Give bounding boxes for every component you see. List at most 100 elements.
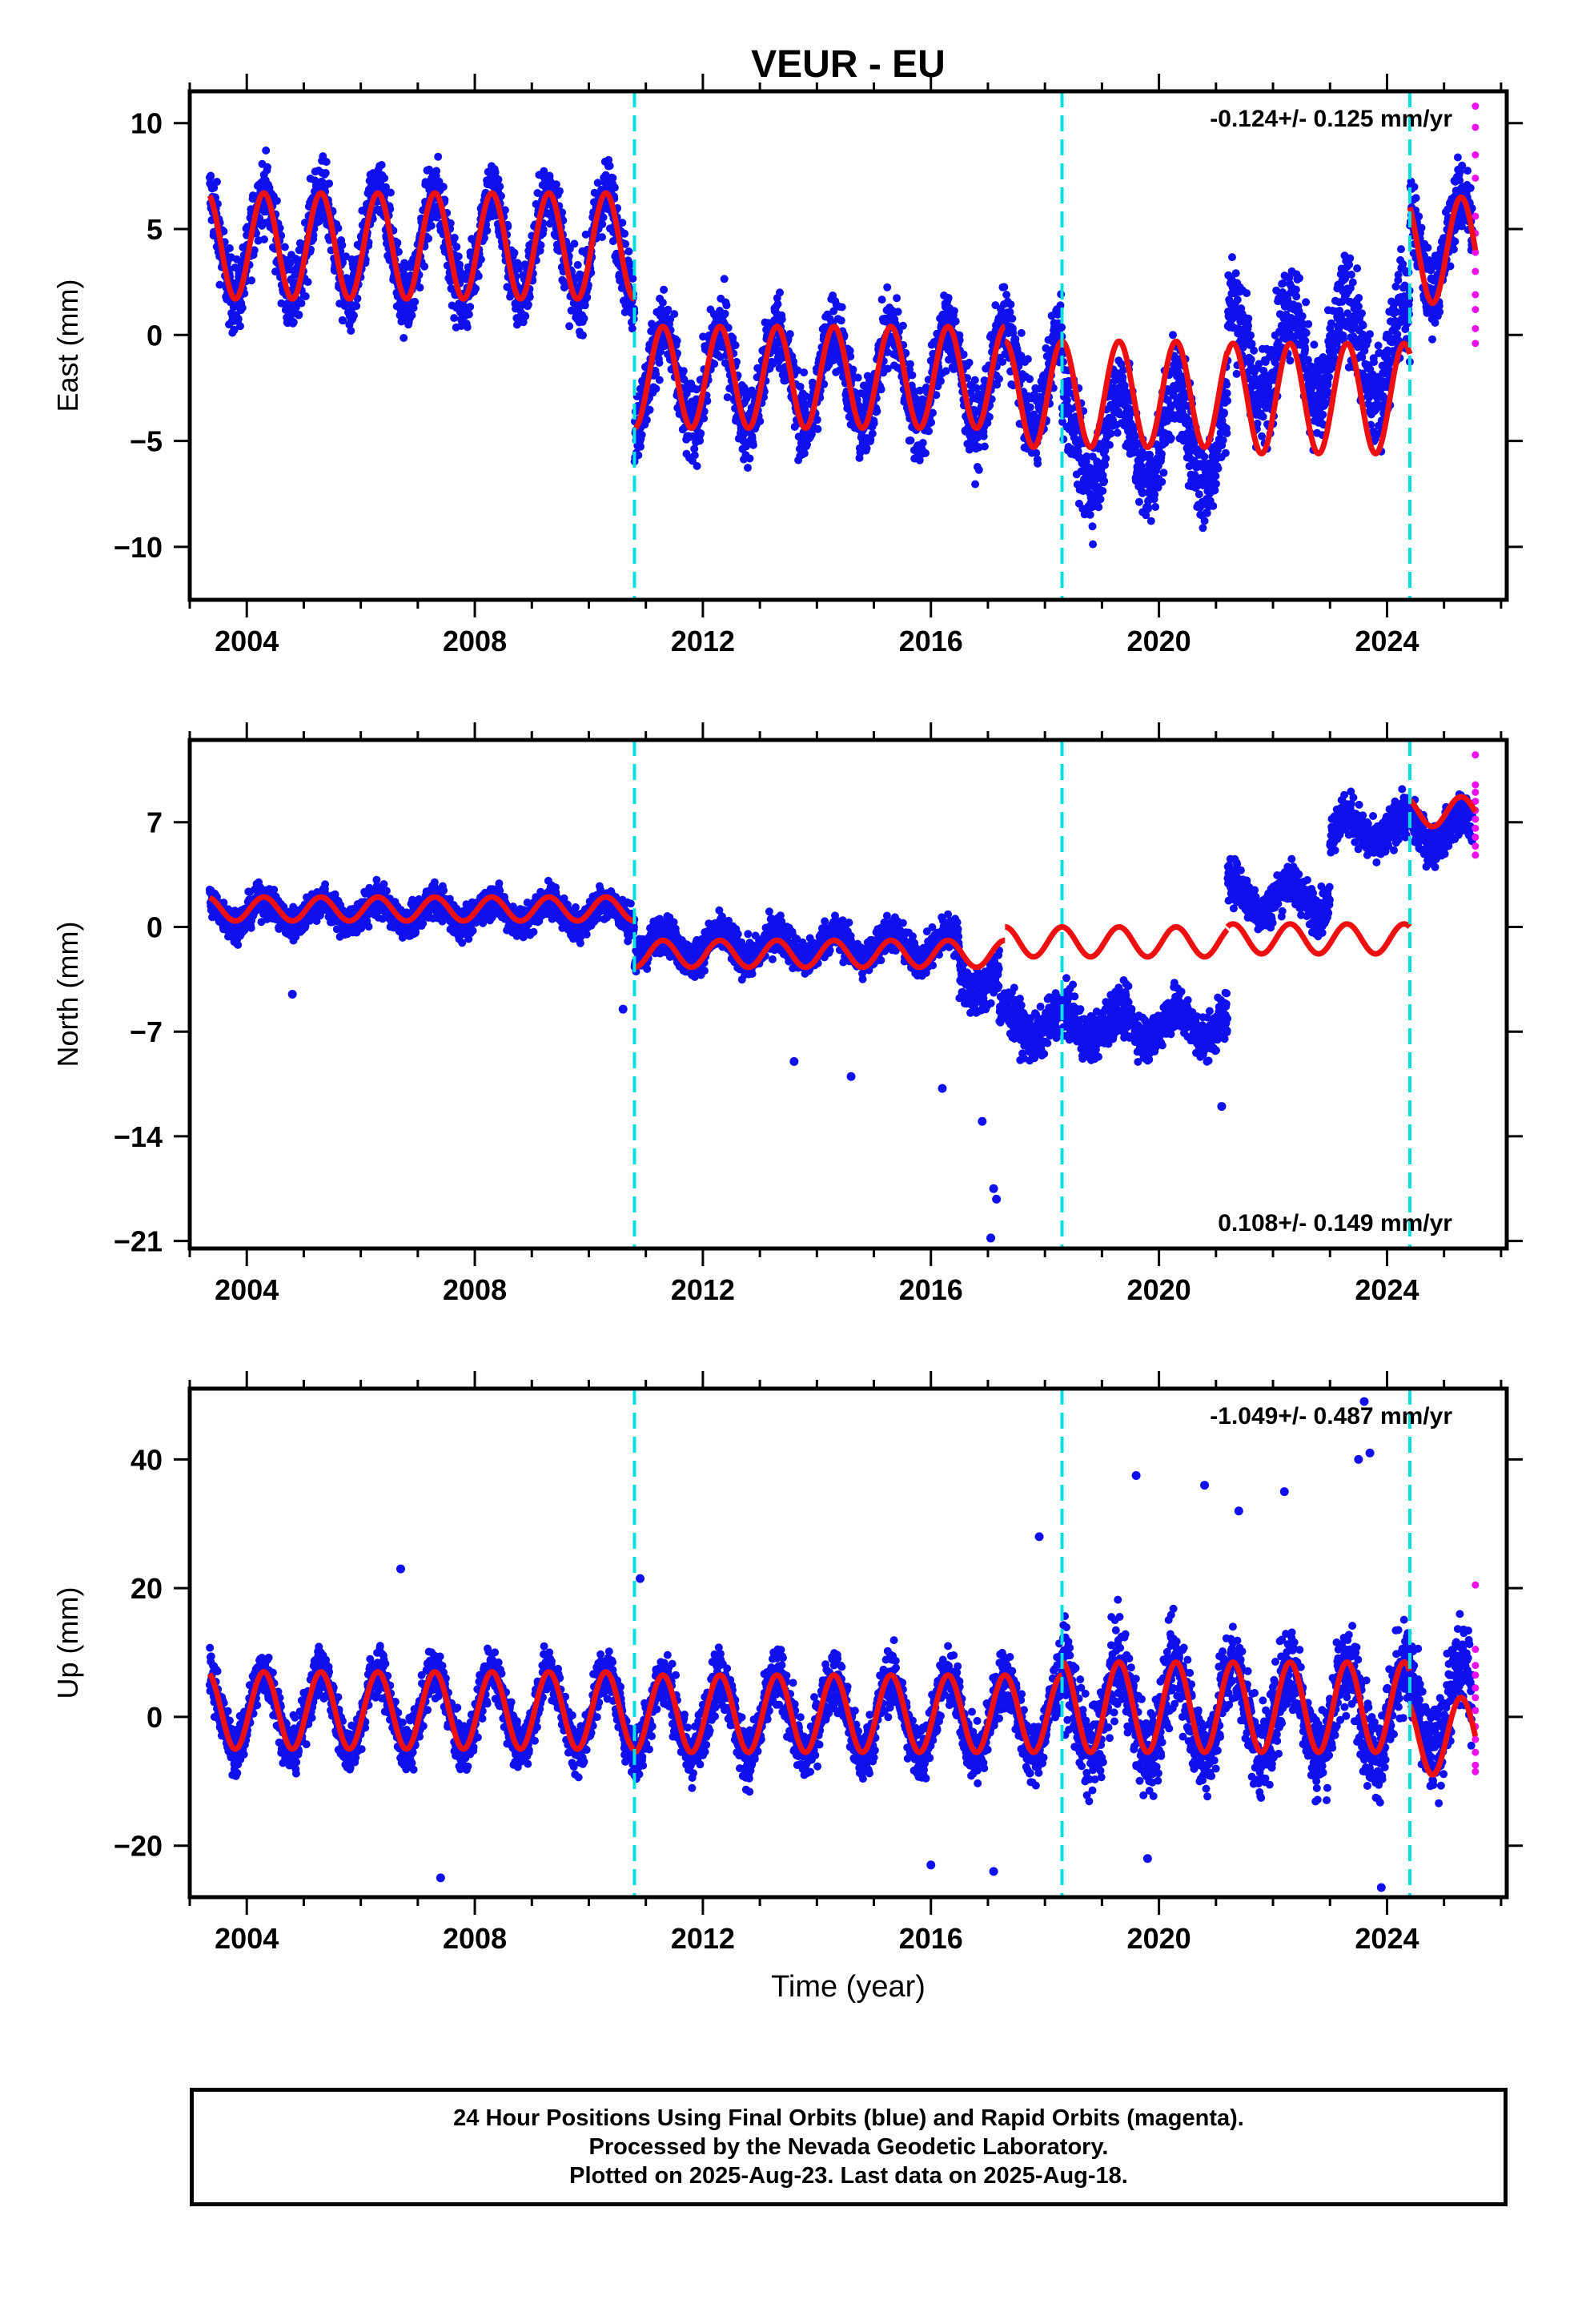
position-point [731, 341, 740, 350]
position-point [1086, 510, 1094, 519]
position-point [776, 288, 784, 297]
position-point [756, 417, 765, 425]
position-point [621, 239, 630, 248]
position-point [1247, 355, 1255, 364]
position-point [213, 178, 221, 186]
position-point [749, 440, 757, 449]
position-point [1158, 477, 1166, 486]
position-point [1231, 269, 1240, 278]
position-point [620, 229, 629, 238]
position-point [1151, 503, 1160, 511]
position-point [716, 352, 725, 361]
position-point [427, 221, 436, 230]
position-point [813, 424, 822, 433]
position-point [1223, 396, 1232, 405]
position-point [1292, 292, 1301, 301]
position-point [1199, 524, 1207, 533]
position-point [1366, 330, 1374, 339]
position-point [411, 297, 420, 306]
position-point [950, 307, 958, 316]
position-point [868, 429, 877, 438]
position-point [342, 252, 351, 261]
position-point [515, 264, 524, 273]
position-point [1353, 264, 1362, 273]
position-point [393, 239, 402, 247]
position-point [1211, 472, 1220, 480]
position-point [1228, 253, 1236, 262]
position-point [655, 376, 664, 384]
position-point [545, 219, 554, 228]
position-point [1415, 212, 1423, 221]
position-point [1214, 464, 1223, 472]
position-point [598, 220, 607, 228]
position-point [699, 332, 708, 341]
position-point [496, 182, 504, 191]
position-point [1098, 487, 1107, 495]
position-point [450, 233, 459, 242]
position-point [1212, 480, 1220, 489]
position-point [1088, 522, 1097, 531]
position-point [1232, 369, 1241, 378]
position-point [1169, 331, 1177, 340]
position-point [521, 312, 530, 320]
position-point [480, 234, 488, 243]
position-point [322, 158, 331, 167]
position-point [262, 146, 271, 155]
position-point [944, 294, 953, 302]
position-point [1370, 358, 1378, 367]
position-point [877, 385, 885, 394]
position-point [921, 448, 930, 457]
position-point [1244, 314, 1253, 323]
position-point [658, 298, 667, 307]
position-point [1023, 355, 1032, 364]
position-point [1106, 440, 1114, 449]
position-point [1423, 243, 1432, 252]
position-point [540, 167, 548, 175]
position-point [439, 183, 448, 191]
position-point [303, 278, 312, 287]
position-point [1243, 289, 1251, 298]
position-point [813, 416, 821, 424]
position-point [334, 223, 343, 232]
position-point [652, 370, 661, 379]
position-point [893, 308, 902, 316]
position-point [785, 330, 794, 339]
position-point [321, 169, 330, 177]
position-point [210, 183, 219, 192]
position-point [1301, 336, 1310, 345]
position-point [1118, 373, 1127, 381]
position-point [483, 227, 492, 235]
position-point [645, 405, 654, 414]
position-point [1120, 381, 1129, 390]
position-point [580, 301, 589, 310]
position-point [1113, 428, 1122, 437]
position-point [1026, 403, 1034, 412]
position-point [995, 375, 1003, 384]
position-point [580, 314, 588, 323]
position-point [1298, 312, 1307, 320]
position-point [873, 407, 881, 416]
position-point [634, 451, 643, 460]
position-point [682, 389, 691, 398]
position-point [289, 318, 298, 327]
position-point [573, 260, 582, 269]
position-point [408, 311, 416, 320]
position-point [1223, 389, 1231, 398]
position-point [1286, 356, 1295, 365]
position-point [1220, 408, 1228, 417]
position-point [420, 262, 429, 271]
position-point [593, 179, 602, 187]
position-point [339, 316, 347, 325]
position-point [347, 327, 355, 335]
position-point [1347, 270, 1355, 279]
position-point [1435, 308, 1444, 316]
position-point [690, 451, 699, 460]
position-point [1355, 294, 1363, 302]
position-point [1006, 300, 1015, 309]
position-point [729, 334, 737, 342]
position-point [1397, 245, 1405, 254]
position-point [636, 442, 645, 451]
position-point [409, 304, 418, 312]
